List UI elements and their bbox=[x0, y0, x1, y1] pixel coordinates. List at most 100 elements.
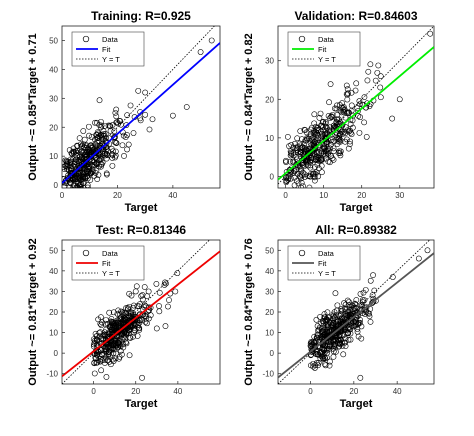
data-point bbox=[63, 163, 70, 170]
data-point bbox=[317, 314, 323, 320]
data-point bbox=[165, 303, 171, 310]
y-tick-label: 0 bbox=[54, 181, 59, 190]
data-point bbox=[106, 342, 113, 349]
data-point bbox=[136, 311, 143, 318]
data-point bbox=[116, 355, 122, 362]
data-point bbox=[100, 137, 107, 144]
data-point bbox=[323, 125, 330, 131]
x-tick-label: 30 bbox=[395, 191, 404, 200]
data-point bbox=[123, 305, 129, 311]
data-point bbox=[363, 133, 370, 140]
data-point bbox=[85, 146, 91, 153]
data-point bbox=[114, 119, 121, 126]
data-point bbox=[344, 91, 351, 98]
data-point bbox=[97, 329, 104, 336]
identity-line bbox=[62, 240, 211, 384]
data-point bbox=[110, 309, 117, 316]
data-point bbox=[317, 355, 324, 362]
y-tick-label: 30 bbox=[49, 94, 58, 103]
data-point bbox=[169, 112, 176, 119]
x-axis-label: Target bbox=[125, 202, 158, 214]
data-point bbox=[108, 322, 114, 329]
data-point bbox=[78, 143, 85, 150]
data-point bbox=[427, 30, 434, 37]
data-point bbox=[327, 81, 334, 88]
data-point bbox=[88, 134, 95, 140]
data-point bbox=[208, 37, 215, 44]
x-tick-label: 20 bbox=[349, 387, 358, 396]
data-point bbox=[336, 134, 343, 141]
data-point bbox=[70, 169, 77, 176]
data-point bbox=[323, 123, 329, 130]
plot-content bbox=[278, 26, 434, 188]
data-point bbox=[98, 335, 104, 342]
data-point bbox=[318, 169, 325, 176]
data-point bbox=[314, 161, 321, 168]
data-point bbox=[111, 139, 118, 145]
data-point bbox=[105, 329, 112, 336]
data-point bbox=[76, 135, 83, 142]
data-point bbox=[64, 166, 70, 172]
y-tick-label: 10 bbox=[49, 329, 58, 338]
data-point bbox=[319, 318, 326, 324]
data-point bbox=[84, 184, 91, 188]
fit-line bbox=[278, 252, 434, 379]
data-point bbox=[311, 111, 318, 118]
data-point bbox=[389, 115, 396, 122]
data-point bbox=[328, 113, 335, 120]
data-point bbox=[334, 116, 341, 123]
data-point bbox=[332, 340, 339, 347]
data-point bbox=[328, 113, 335, 120]
data-point bbox=[315, 165, 322, 172]
data-point bbox=[323, 316, 330, 323]
data-point bbox=[197, 49, 204, 55]
data-point bbox=[105, 352, 112, 359]
data-point bbox=[300, 163, 307, 170]
data-point bbox=[99, 132, 106, 139]
data-point bbox=[124, 112, 131, 119]
data-point bbox=[123, 340, 130, 347]
data-point bbox=[111, 346, 118, 353]
data-point bbox=[353, 297, 360, 303]
x-tick-label: 20 bbox=[131, 387, 140, 396]
data-point bbox=[64, 159, 71, 165]
data-point bbox=[112, 109, 119, 116]
data-point bbox=[62, 164, 67, 170]
data-point bbox=[103, 170, 110, 177]
y-tick-label: -10 bbox=[262, 370, 274, 379]
data-point bbox=[130, 130, 137, 136]
data-point bbox=[127, 102, 134, 109]
data-point bbox=[308, 142, 315, 148]
data-point bbox=[298, 175, 304, 182]
data-point bbox=[324, 354, 330, 361]
data-point bbox=[359, 297, 366, 303]
legend-data-label: Data bbox=[102, 35, 119, 44]
data-point bbox=[389, 274, 396, 280]
data-point bbox=[119, 142, 126, 149]
data-point bbox=[149, 116, 156, 123]
data-point bbox=[330, 316, 337, 323]
data-point bbox=[139, 296, 146, 303]
data-point bbox=[102, 152, 108, 159]
data-point bbox=[290, 159, 297, 166]
data-point bbox=[99, 357, 105, 364]
data-point bbox=[156, 308, 163, 315]
data-point bbox=[367, 61, 374, 68]
data-point bbox=[87, 169, 93, 176]
data-point bbox=[99, 351, 105, 358]
data-point bbox=[354, 105, 361, 111]
data-point bbox=[334, 302, 341, 309]
data-point bbox=[338, 109, 345, 116]
data-point bbox=[311, 170, 317, 177]
data-point bbox=[291, 168, 298, 175]
data-point bbox=[75, 180, 82, 186]
data-point bbox=[294, 135, 301, 142]
data-point bbox=[97, 320, 104, 327]
data-point bbox=[349, 117, 356, 124]
data-point bbox=[375, 62, 382, 69]
data-point bbox=[141, 312, 148, 319]
data-point bbox=[324, 323, 331, 330]
data-point bbox=[340, 108, 346, 115]
data-point bbox=[369, 299, 376, 306]
data-point bbox=[345, 336, 352, 343]
